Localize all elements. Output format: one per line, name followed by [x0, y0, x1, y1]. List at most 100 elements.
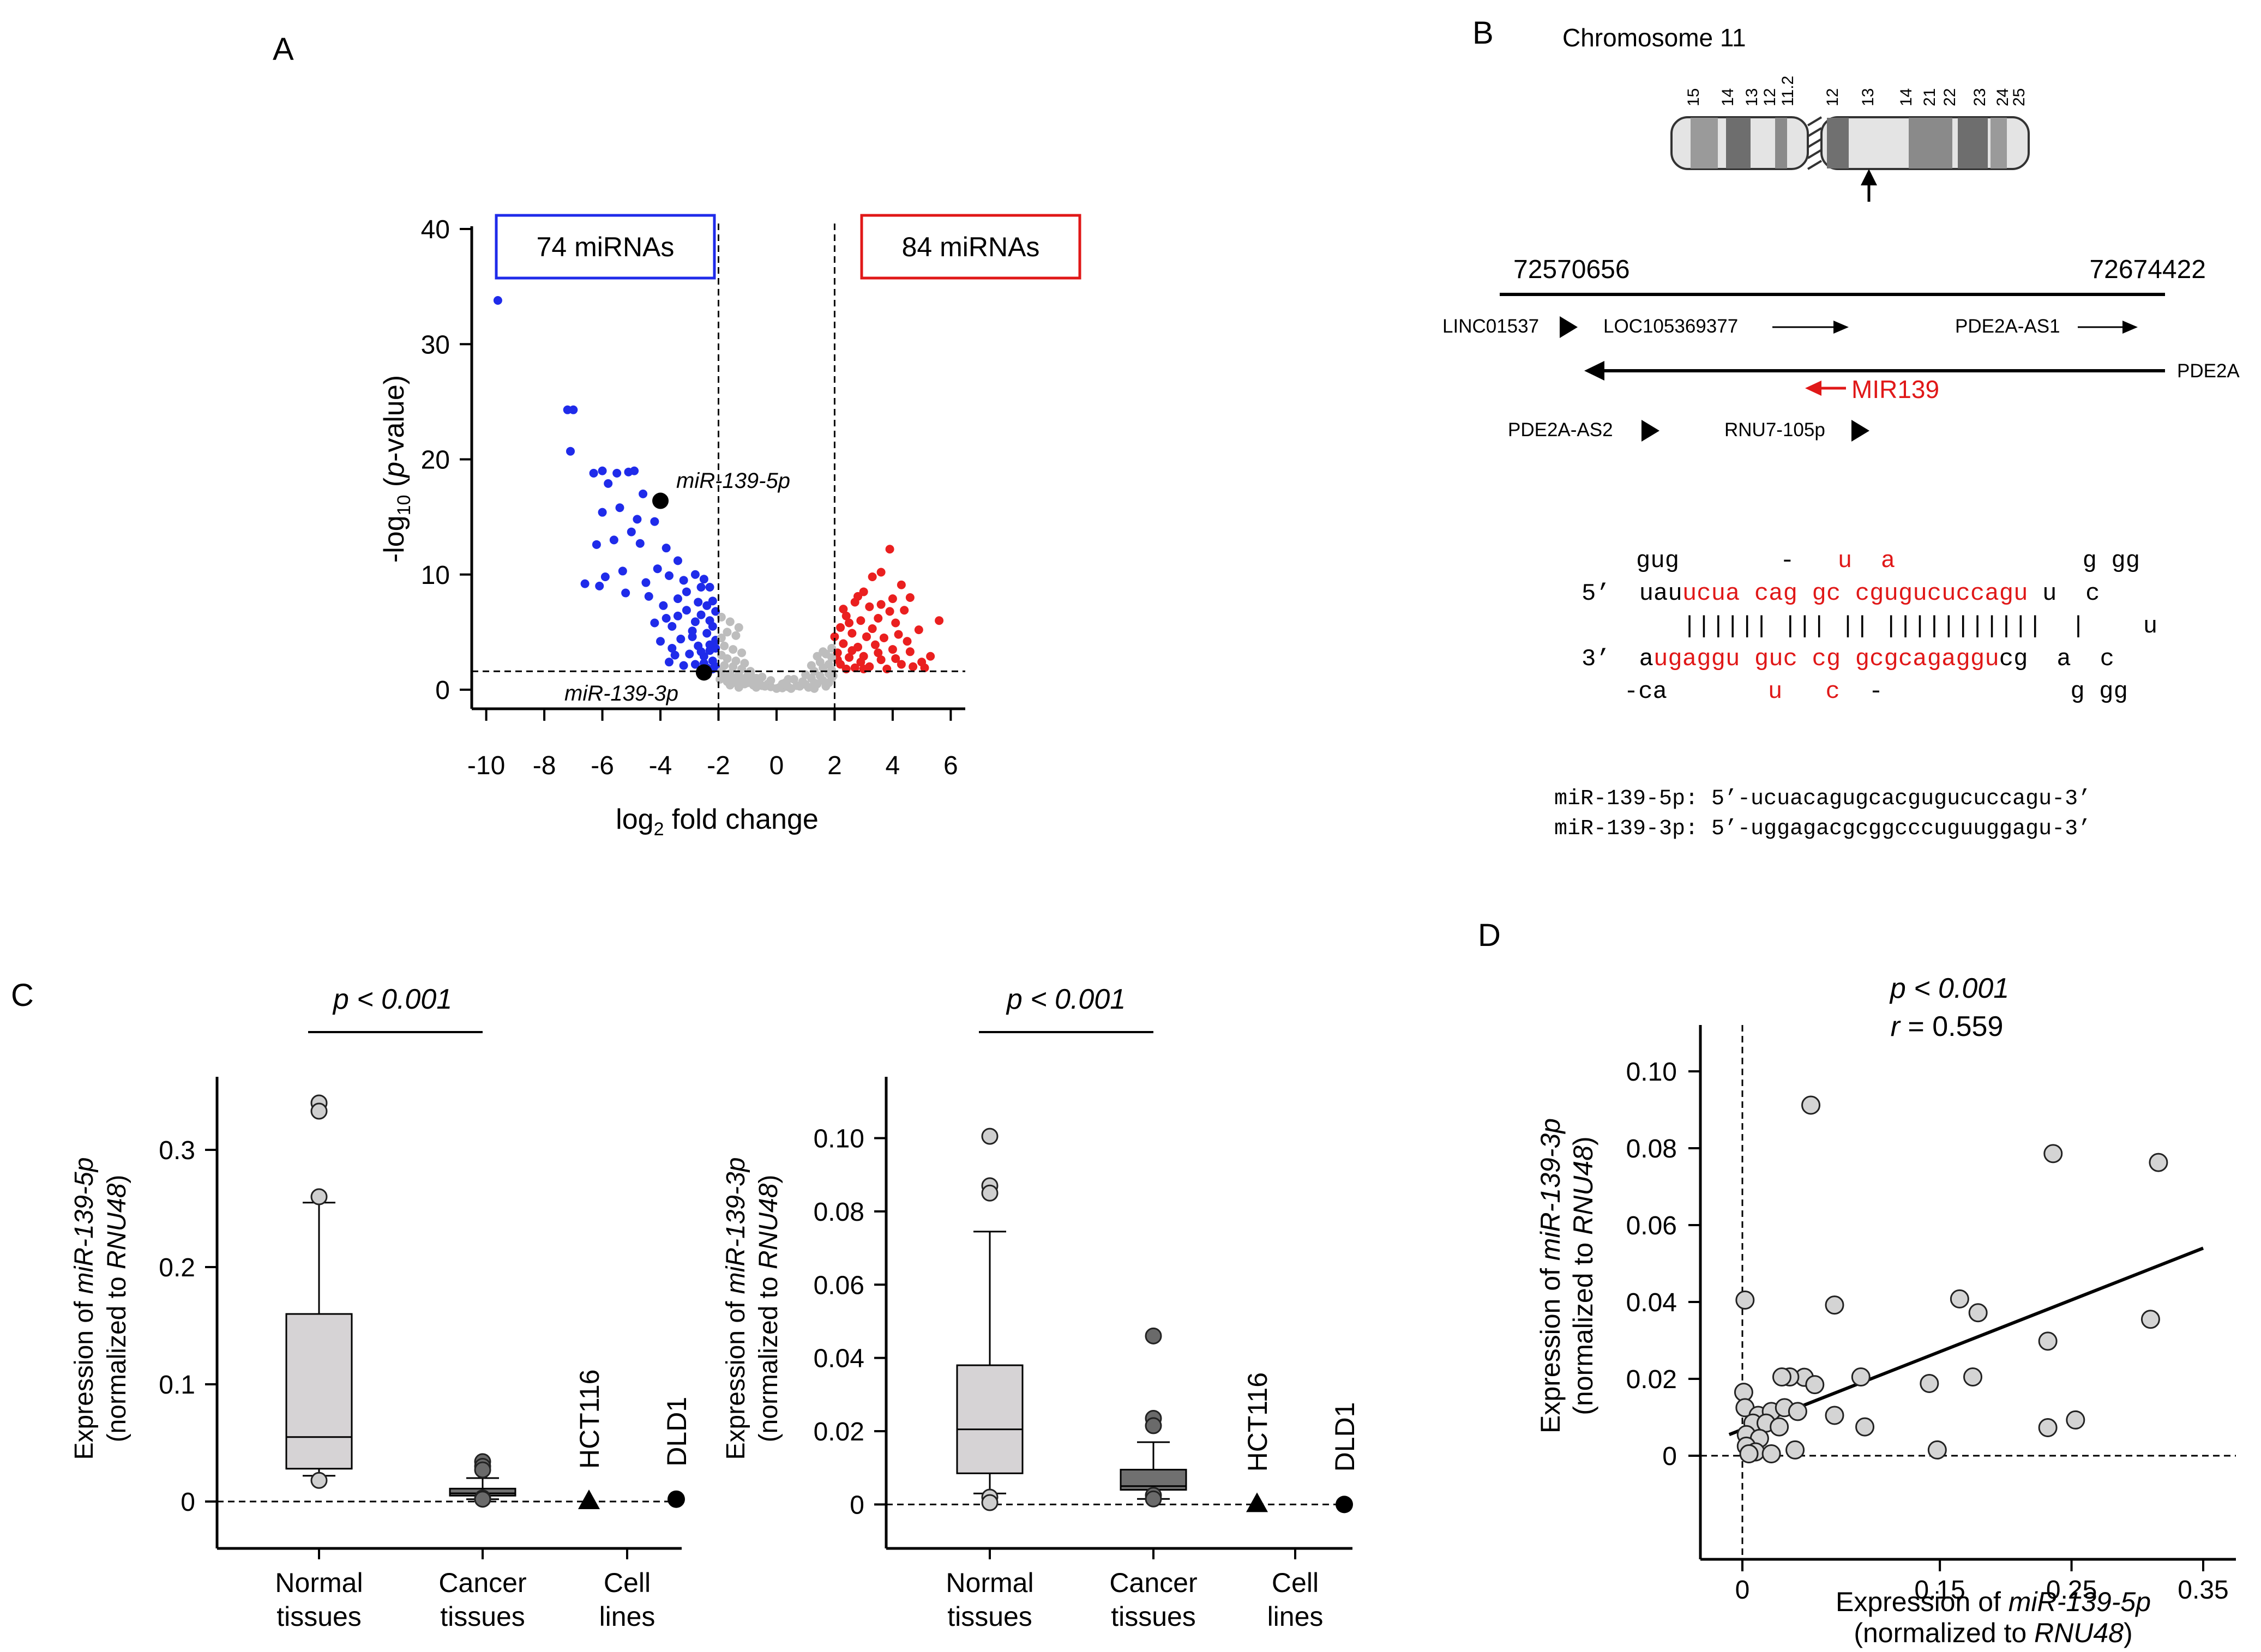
boxplot-3p-ticks: 00.020.040.060.080.10NormaltissuesCancer… [814, 1125, 1324, 1632]
hairpin-segment [1679, 547, 1780, 575]
data-point [673, 556, 682, 565]
data-point [885, 545, 894, 554]
data-point [1968, 1303, 1988, 1323]
hairpin-segment: c [1825, 678, 1839, 706]
hairpin-segment: |||||| ||| || ||||||||||| | u [1582, 613, 2157, 640]
outlier-point [981, 1494, 999, 1511]
y-tick-label: 0.02 [1626, 1365, 1677, 1394]
data-point [598, 466, 607, 475]
data-point [725, 617, 735, 626]
data-point [659, 601, 668, 610]
data-point [743, 678, 752, 688]
y-tick-label: 10 [421, 561, 450, 590]
data-point [757, 672, 767, 682]
band-label: 15 [1685, 88, 1703, 106]
hairpin-structure: gug - u a g gg 5’ uauucua cag gc cgugucu… [1582, 547, 2157, 706]
data-point [853, 592, 863, 601]
outlier-point [474, 1461, 491, 1479]
outlier-point [981, 1184, 999, 1202]
x-tick-label: 0.35 [2178, 1576, 2228, 1605]
data-point [900, 606, 909, 615]
gene-rnu7-105p: RNU7-105p [1724, 419, 1825, 441]
data-point [914, 625, 923, 635]
band-label: 14 [1897, 88, 1915, 106]
data-point [926, 652, 935, 661]
data-point [702, 601, 712, 610]
data-point [493, 296, 502, 305]
band-label: 14 [1719, 88, 1737, 106]
data-point [891, 618, 900, 628]
data-point [688, 632, 697, 641]
data-point [1825, 1406, 1844, 1425]
data-point [723, 654, 732, 663]
data-point [784, 674, 793, 684]
band-label: 21 [1921, 88, 1939, 106]
x-tick-label: 0 [1735, 1576, 1750, 1605]
box [285, 1313, 353, 1470]
p-value-label: p < 0.001 [332, 984, 452, 1015]
up-count-label: 84 miRNAs [902, 232, 1040, 262]
panel-letter-d: D [1478, 918, 1501, 953]
data-point [690, 617, 700, 626]
boxplot-mir-139-5p: HCT116 DLD1 00.10.20.3NormaltissuesCancer… [70, 984, 692, 1632]
boxplot-3p-y-title: Expression of miR-139-3p [721, 1157, 750, 1460]
hairpin-row: gug - u a g gg [1636, 547, 2140, 575]
boxplot-5p-y-title: Expression of miR-139-5p [70, 1157, 99, 1460]
data-point [600, 572, 610, 581]
data-point [612, 468, 622, 478]
data-point [723, 628, 732, 637]
data-point [696, 610, 706, 619]
data-point [653, 564, 662, 574]
data-point [696, 647, 706, 656]
data-point [592, 540, 601, 549]
x-tick-label: 0.15 [1914, 1576, 1965, 1605]
data-point [690, 570, 700, 579]
data-point [1785, 1440, 1805, 1460]
data-point [696, 582, 706, 592]
data-point [1825, 1295, 1844, 1315]
data-point [2140, 1310, 2160, 1329]
hairpin-segment: u [1768, 678, 1782, 706]
highlighted-point [652, 492, 669, 509]
hairpin-segment: - [1840, 678, 1883, 706]
outlier-point [1145, 1327, 1162, 1344]
cell-line-marker [578, 1490, 600, 1509]
coord-left: 72570656 [1513, 255, 1630, 284]
hairpin-row: 5’ uauucua cag gc cgugucuccagu u c [1582, 580, 2100, 607]
data-point [1735, 1290, 1755, 1310]
hairpin-segment [1852, 547, 1881, 575]
y-tick-label: 0.06 [814, 1271, 864, 1300]
data-point [615, 503, 624, 513]
data-point [876, 655, 886, 665]
data-point [729, 662, 738, 671]
data-point [865, 602, 874, 611]
y-tick-label: 0.1 [159, 1371, 195, 1400]
hairpin-segment: a [1881, 547, 1895, 575]
x-tick-label: 0.25 [2046, 1576, 2097, 1605]
hairpin-segment [1782, 678, 1825, 706]
y-tick-label: 0.08 [814, 1198, 864, 1227]
highlighted-point [695, 664, 712, 681]
outlier-point [310, 1188, 328, 1205]
data-point [633, 515, 642, 524]
y-tick-label: 0 [850, 1491, 864, 1520]
y-tick-label: 0 [435, 676, 450, 705]
data-point [760, 682, 769, 691]
x-category-label: Normal [946, 1567, 1033, 1598]
data-point [682, 606, 691, 615]
data-point [668, 622, 677, 631]
data-point [705, 582, 714, 592]
data-point [836, 623, 845, 632]
x-category-label: Cell [1272, 1567, 1319, 1598]
data-point [734, 623, 743, 632]
gene-linc01537-arrow [1560, 316, 1578, 338]
data-point [847, 646, 857, 655]
outlier-point [1145, 1490, 1162, 1508]
data-point [2149, 1153, 2168, 1172]
data-point [673, 611, 682, 620]
panel-letter-a: A [273, 32, 294, 67]
correlation-marks [1700, 1025, 2236, 1559]
cell-line-label: DLD1 [662, 1397, 692, 1467]
data-point [801, 670, 810, 679]
